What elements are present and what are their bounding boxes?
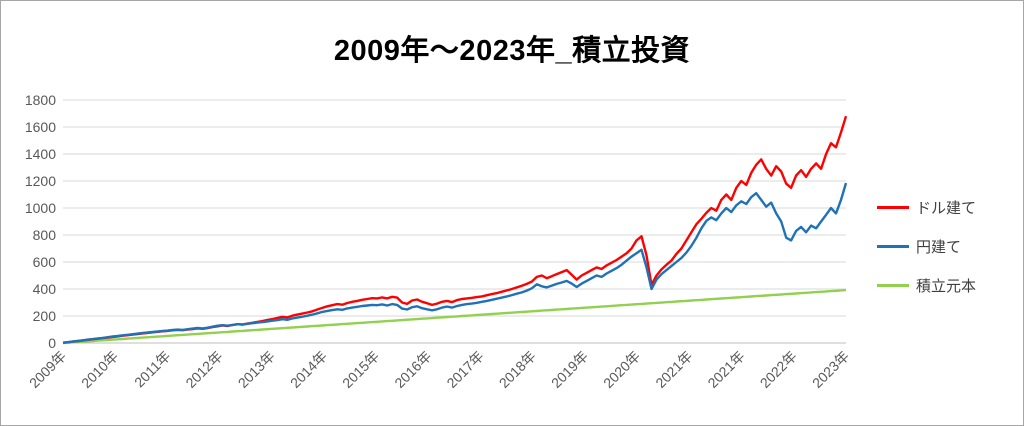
y-tick-label: 1000 xyxy=(25,200,56,216)
principal-series-line-swatch xyxy=(877,283,909,287)
y-tick-label: 800 xyxy=(33,227,57,243)
x-tick-label: 2009年 xyxy=(26,348,69,391)
x-tick-label: 2018年 xyxy=(496,348,539,391)
x-tick-label: 2020年 xyxy=(600,348,643,391)
series-line-円建て xyxy=(62,182,848,344)
dollar-series-line-swatch xyxy=(877,205,909,209)
chart-title: 2009年～2023年_積立投資 xyxy=(333,35,691,67)
y-tick-label: 400 xyxy=(33,281,57,297)
x-tick-label: 2015年 xyxy=(339,348,382,391)
legend-item-principal: 積立元本 xyxy=(877,274,976,296)
x-tick-label: 2017年 xyxy=(443,348,486,391)
y-tick-label: 600 xyxy=(33,254,57,270)
x-tick-label: 2014年 xyxy=(287,348,330,391)
legend-item-yen: 円建て xyxy=(877,235,976,257)
x-tick-label: 2016年 xyxy=(391,348,434,391)
legend-item-dollar: ドル建て xyxy=(877,196,976,218)
legend-label-principal: 積立元本 xyxy=(916,277,977,295)
x-tick-label: 2021年 xyxy=(704,348,747,391)
x-tick-label: 2021年 xyxy=(652,348,695,391)
y-tick-label: 1200 xyxy=(25,173,56,189)
series-line-ドル建て xyxy=(62,115,848,344)
series-line-積立元本 xyxy=(62,288,847,345)
y-tick-label: 1400 xyxy=(25,146,56,162)
x-tick-label: 2011年 xyxy=(131,348,174,391)
y-tick-label: 1800 xyxy=(25,92,56,108)
legend-label-yen: 円建て xyxy=(916,238,962,256)
x-tick-label: 2013年 xyxy=(235,348,278,391)
y-tick-label: 1600 xyxy=(25,119,56,135)
legend-label-dollar: ドル建て xyxy=(916,199,977,217)
yen-series-line-swatch xyxy=(877,244,909,248)
x-tick-label: 2022年 xyxy=(757,348,800,391)
x-tick-label: 2023年 xyxy=(809,348,852,391)
chart-legend: ドル建て 円建て 積立元本 xyxy=(877,196,976,296)
x-tick-label: 2010年 xyxy=(78,348,121,391)
y-tick-label: 200 xyxy=(33,308,57,324)
x-tick-label: 2012年 xyxy=(182,348,225,391)
y-tick-label: 0 xyxy=(48,335,56,351)
x-tick-label: 2019年 xyxy=(548,348,591,391)
